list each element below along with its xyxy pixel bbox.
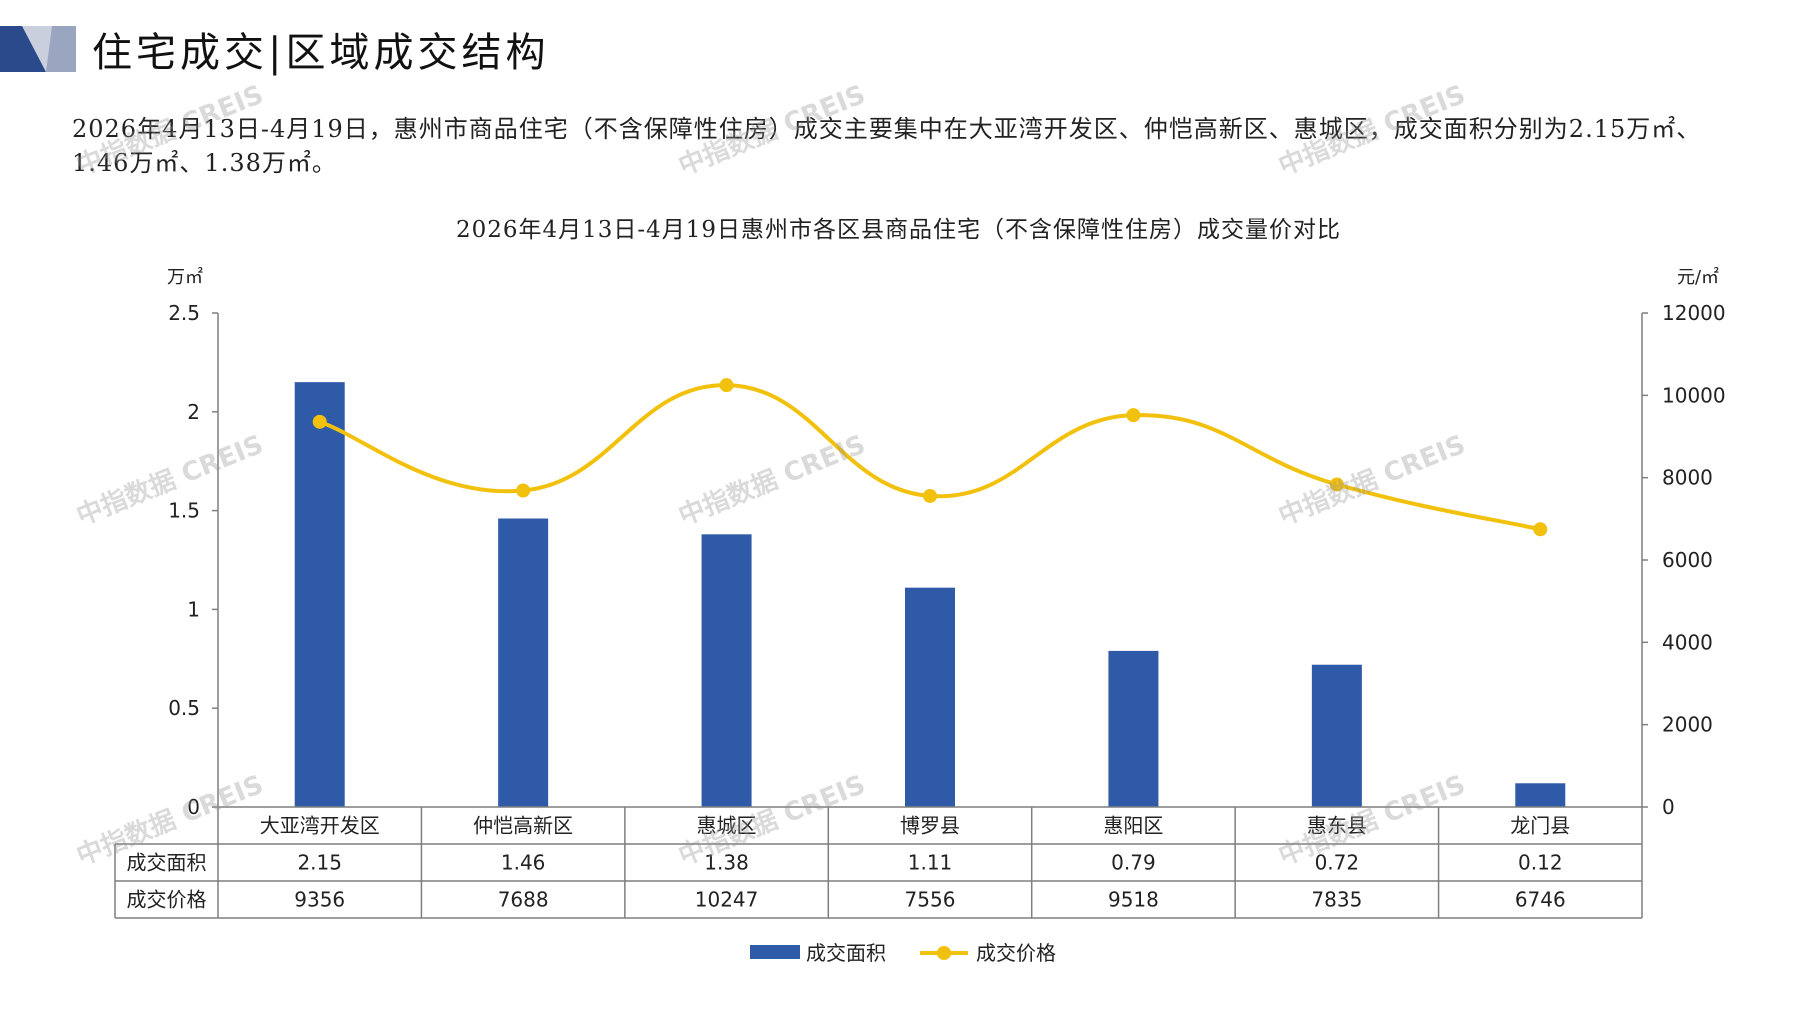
right-axis-tick-label: 0 <box>1662 795 1675 819</box>
header-accent-band <box>0 26 76 72</box>
legend-bar-label: 成交面积 <box>806 941 886 965</box>
right-axis-tick-label: 12000 <box>1662 301 1726 325</box>
price-point-惠阳区 <box>1126 408 1141 423</box>
chart-title: 2026年4月13日-4月19日惠州市各区县商品住宅（不含保障性住房）成交量价对… <box>455 217 1342 243</box>
data-label-成交面积: 2.15 <box>297 851 342 875</box>
left-axis-tick-label: 2.5 <box>168 301 200 325</box>
data-label-成交价格: 9518 <box>1108 888 1159 912</box>
data-label-成交价格: 7835 <box>1311 888 1362 912</box>
price-point-惠东县 <box>1329 477 1344 492</box>
category-label: 惠东县 <box>1307 814 1367 838</box>
right-axis-tick-label: 10000 <box>1662 383 1726 407</box>
legend-line-label: 成交价格 <box>976 941 1056 965</box>
right-axis-tick-label: 6000 <box>1662 548 1713 572</box>
bar-大亚湾开发区 <box>294 382 345 807</box>
summary-text: 2026年4月13日-4月19日，惠州市商品住宅（不含保障性住房）成交主要集中在… <box>72 115 1702 177</box>
data-label-成交价格: 7556 <box>905 888 956 912</box>
data-label-成交面积: 0.12 <box>1518 851 1563 875</box>
data-label-成交面积: 1.38 <box>704 851 749 875</box>
price-point-龙门县 <box>1533 522 1548 537</box>
row-header-成交面积: 成交面积 <box>127 851 207 875</box>
bar-惠阳区 <box>1108 650 1159 807</box>
right-axis-tick-label: 4000 <box>1662 630 1713 654</box>
data-label-成交面积: 0.79 <box>1111 851 1156 875</box>
data-label-成交面积: 1.11 <box>908 851 953 875</box>
bar-博罗县 <box>905 587 955 807</box>
right-axis-unit: 元/㎡ <box>1677 266 1719 288</box>
price-point-博罗县 <box>923 488 937 503</box>
bar-龙门县 <box>1515 783 1566 807</box>
left-axis-tick-label: 0 <box>187 795 200 819</box>
category-label: 惠阳区 <box>1103 814 1163 838</box>
data-label-成交价格: 10247 <box>695 888 759 912</box>
category-label: 惠城区 <box>697 814 757 838</box>
left-axis-tick-label: 1.5 <box>168 499 200 523</box>
bar-惠东县 <box>1311 664 1362 807</box>
category-label: 大亚湾开发区 <box>260 814 380 838</box>
left-axis-unit: 万㎡ <box>167 266 203 288</box>
left-axis-tick-label: 0.5 <box>168 696 200 720</box>
bar-惠城区 <box>701 534 752 807</box>
price-line <box>319 383 1541 532</box>
right-axis-tick-label: 8000 <box>1662 466 1713 490</box>
price-point-大亚湾开发区 <box>312 414 327 429</box>
row-header-成交价格: 成交价格 <box>127 888 207 912</box>
data-label-成交价格: 6746 <box>1515 888 1566 912</box>
price-point-惠城区 <box>719 378 734 393</box>
page-title: 住宅成交|区域成交结构 <box>92 30 550 76</box>
category-label: 仲恺高新区 <box>473 814 573 838</box>
left-axis-tick-label: 1 <box>187 597 200 621</box>
legend-line-marker <box>937 946 951 960</box>
left-axis-tick-label: 2 <box>187 400 200 424</box>
right-axis-tick-label: 2000 <box>1662 713 1713 737</box>
legend-bar-swatch <box>750 945 800 959</box>
category-label: 博罗县 <box>900 814 960 838</box>
bar-仲恺高新区 <box>498 518 549 807</box>
category-label: 龙门县 <box>1510 814 1570 838</box>
data-label-成交面积: 0.72 <box>1315 851 1360 875</box>
price-point-仲恺高新区 <box>516 483 531 498</box>
data-label-成交面积: 1.46 <box>501 851 546 875</box>
data-label-成交价格: 9356 <box>294 888 345 912</box>
data-label-成交价格: 7688 <box>498 888 549 912</box>
